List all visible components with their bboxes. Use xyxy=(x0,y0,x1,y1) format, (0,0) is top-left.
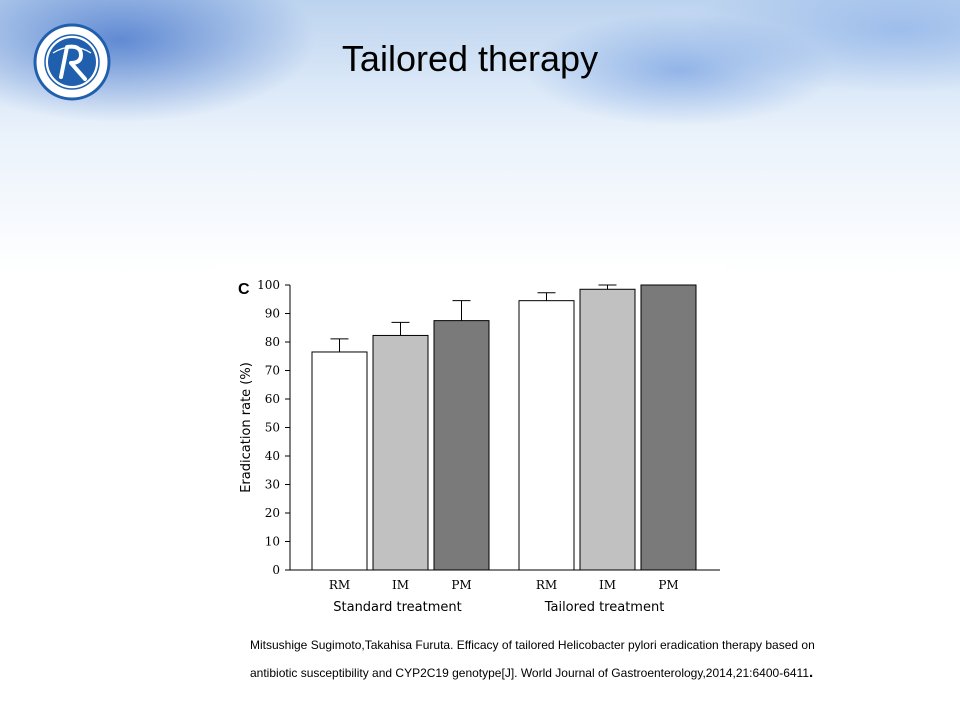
chart-panel: C 0 10 20 30 40 50 60 70 80 90 100 Eradication rate… xyxy=(216,264,724,626)
bar-standard-pm xyxy=(433,320,490,571)
y-tick-label-50: 50 xyxy=(265,421,280,435)
y-tick-label-30: 30 xyxy=(265,478,280,492)
citation-line-1: Mitsushige Sugimoto,Takahisa Furuta. Eff… xyxy=(250,638,815,652)
bar-tailored-rm xyxy=(518,300,575,571)
y-tick-label-10: 10 xyxy=(265,535,280,549)
category-label-tailored-pm: PM xyxy=(658,578,678,592)
panel-label: C xyxy=(238,281,250,298)
group-label-tailored: Tailored treatment xyxy=(544,600,665,615)
page-title: Tailored therapy xyxy=(341,38,599,79)
eradication-rate-chart: C 0 10 20 30 40 50 60 70 80 90 100 Eradication rate… xyxy=(238,278,720,615)
y-tick-label-40: 40 xyxy=(265,449,280,463)
y-tick-label-0: 0 xyxy=(272,563,280,577)
y-axis-label: Eradication rate (%) xyxy=(239,362,254,493)
group-label-standard: Standard treatment xyxy=(333,600,462,615)
bar-layer xyxy=(311,284,697,571)
header-band xyxy=(0,0,960,135)
category-label-standard-im: IM xyxy=(392,578,409,592)
y-tick-label-80: 80 xyxy=(265,335,280,349)
category-label-tailored-im: IM xyxy=(599,578,616,592)
citation-line-2-text: antibiotic susceptibility and CYP2C19 ge… xyxy=(250,666,810,680)
bar-tailored-pm xyxy=(640,284,697,571)
category-label-standard-rm: RM xyxy=(329,578,350,592)
citation-end: . xyxy=(809,664,814,681)
bar-standard-im xyxy=(372,334,429,571)
bar-standard-rm xyxy=(311,351,368,571)
category-label-tailored-rm: RM xyxy=(536,578,557,592)
citation-line-2: antibiotic susceptibility and CYP2C19 ge… xyxy=(250,664,910,681)
y-tick-label-20: 20 xyxy=(265,506,280,520)
bar-tailored-im xyxy=(579,288,636,571)
university-hospital-seal-icon xyxy=(33,23,111,101)
header-fade xyxy=(0,135,960,275)
y-tick-label-70: 70 xyxy=(265,364,280,378)
y-tick-label-60: 60 xyxy=(265,392,280,406)
label-layer: 0 10 20 30 40 50 60 70 80 90 100 Eradication rate (… xyxy=(239,278,679,615)
y-tick-label-100: 100 xyxy=(257,278,280,292)
category-label-standard-pm: PM xyxy=(451,578,471,592)
y-tick-label-90: 90 xyxy=(265,307,280,321)
